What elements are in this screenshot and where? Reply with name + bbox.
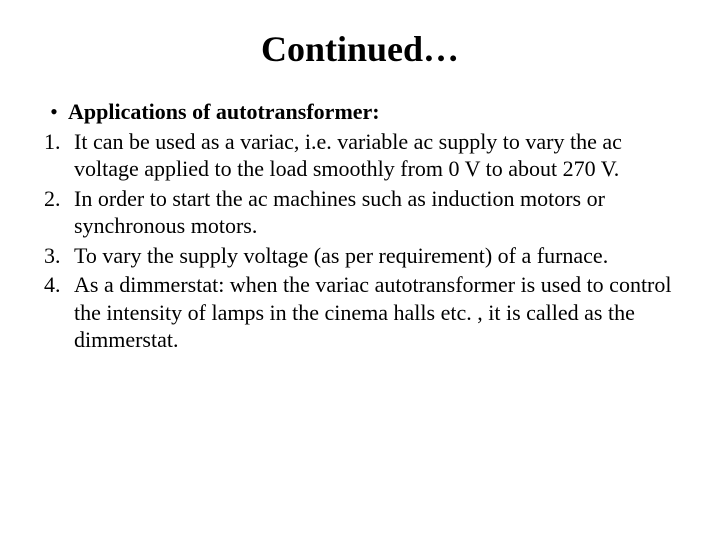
bullet-marker-icon: • (40, 98, 68, 126)
list-item: 3. To vary the supply voltage (as per re… (40, 242, 680, 270)
list-number: 1. (40, 128, 74, 156)
slide-title: Continued… (40, 28, 680, 70)
list-number: 3. (40, 242, 74, 270)
list-number: 4. (40, 271, 74, 299)
list-item: 4. As a dimmerstat: when the variac auto… (40, 271, 680, 354)
list-item: 1. It can be used as a variac, i.e. vari… (40, 128, 680, 183)
list-text: It can be used as a variac, i.e. variabl… (74, 128, 680, 183)
list-text: As a dimmerstat: when the variac autotra… (74, 271, 680, 354)
bullet-row: • Applications of autotransformer: (40, 98, 680, 126)
bullet-heading: Applications of autotransformer: (68, 98, 380, 126)
list-number: 2. (40, 185, 74, 213)
list-text: To vary the supply voltage (as per requi… (74, 242, 680, 270)
list-item: 2. In order to start the ac machines suc… (40, 185, 680, 240)
slide: Continued… • Applications of autotransfo… (0, 0, 720, 540)
list-text: In order to start the ac machines such a… (74, 185, 680, 240)
